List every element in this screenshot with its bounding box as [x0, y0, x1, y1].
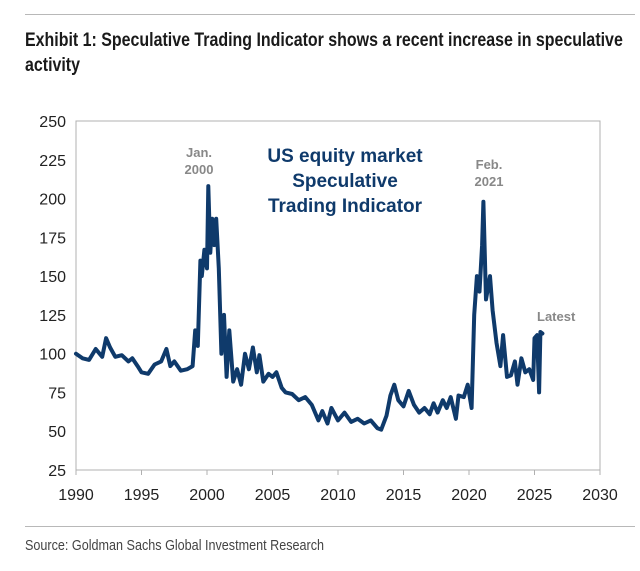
y-tick-label: 200 — [39, 192, 66, 209]
y-tick-label: 50 — [48, 424, 66, 441]
annotation-latest: Latest — [537, 309, 576, 324]
y-tick-label: 175 — [39, 230, 66, 247]
x-tick-label: 2030 — [582, 487, 618, 504]
x-tick-label: 2010 — [320, 487, 356, 504]
svg-text:US equity market: US equity market — [267, 146, 423, 167]
series-label-line-2: Speculative — [292, 171, 398, 192]
series-label-line-1: US equity market — [267, 146, 423, 167]
x-tick-label: 2025 — [517, 487, 553, 504]
x-tick-label: 1995 — [124, 487, 160, 504]
annotation-2000: 2000 — [185, 162, 214, 177]
chart-title: Exhibit 1: Speculative Trading Indicator… — [25, 30, 623, 76]
annotation-feb: Feb. — [476, 157, 503, 172]
annotation-jan: Jan. — [186, 145, 212, 160]
x-tick-label: 2020 — [451, 487, 487, 504]
series-line — [74, 184, 545, 432]
y-tick-label: 125 — [39, 308, 66, 325]
y-tick-label: 150 — [39, 269, 66, 286]
y-tick-label: 25 — [48, 463, 66, 480]
y-tick-label: 100 — [39, 347, 66, 364]
source-note: Source: Goldman Sachs Global Investment … — [25, 537, 325, 554]
svg-text:Trading Indicator: Trading Indicator — [268, 196, 423, 217]
svg-text:Speculative: Speculative — [292, 171, 398, 192]
y-tick-label: 75 — [48, 385, 66, 402]
top-rule — [25, 14, 635, 15]
y-tick-label: 225 — [39, 153, 66, 170]
x-tick-label: 1990 — [58, 487, 94, 504]
x-tick-label: 2015 — [386, 487, 422, 504]
series-label-line-3: Trading Indicator — [268, 196, 423, 217]
annotation-2021: 2021 — [475, 174, 504, 189]
y-tick-label: 250 — [39, 114, 66, 131]
bottom-rule — [25, 526, 635, 527]
x-tick-label: 2000 — [189, 487, 225, 504]
x-tick-label: 2005 — [255, 487, 291, 504]
